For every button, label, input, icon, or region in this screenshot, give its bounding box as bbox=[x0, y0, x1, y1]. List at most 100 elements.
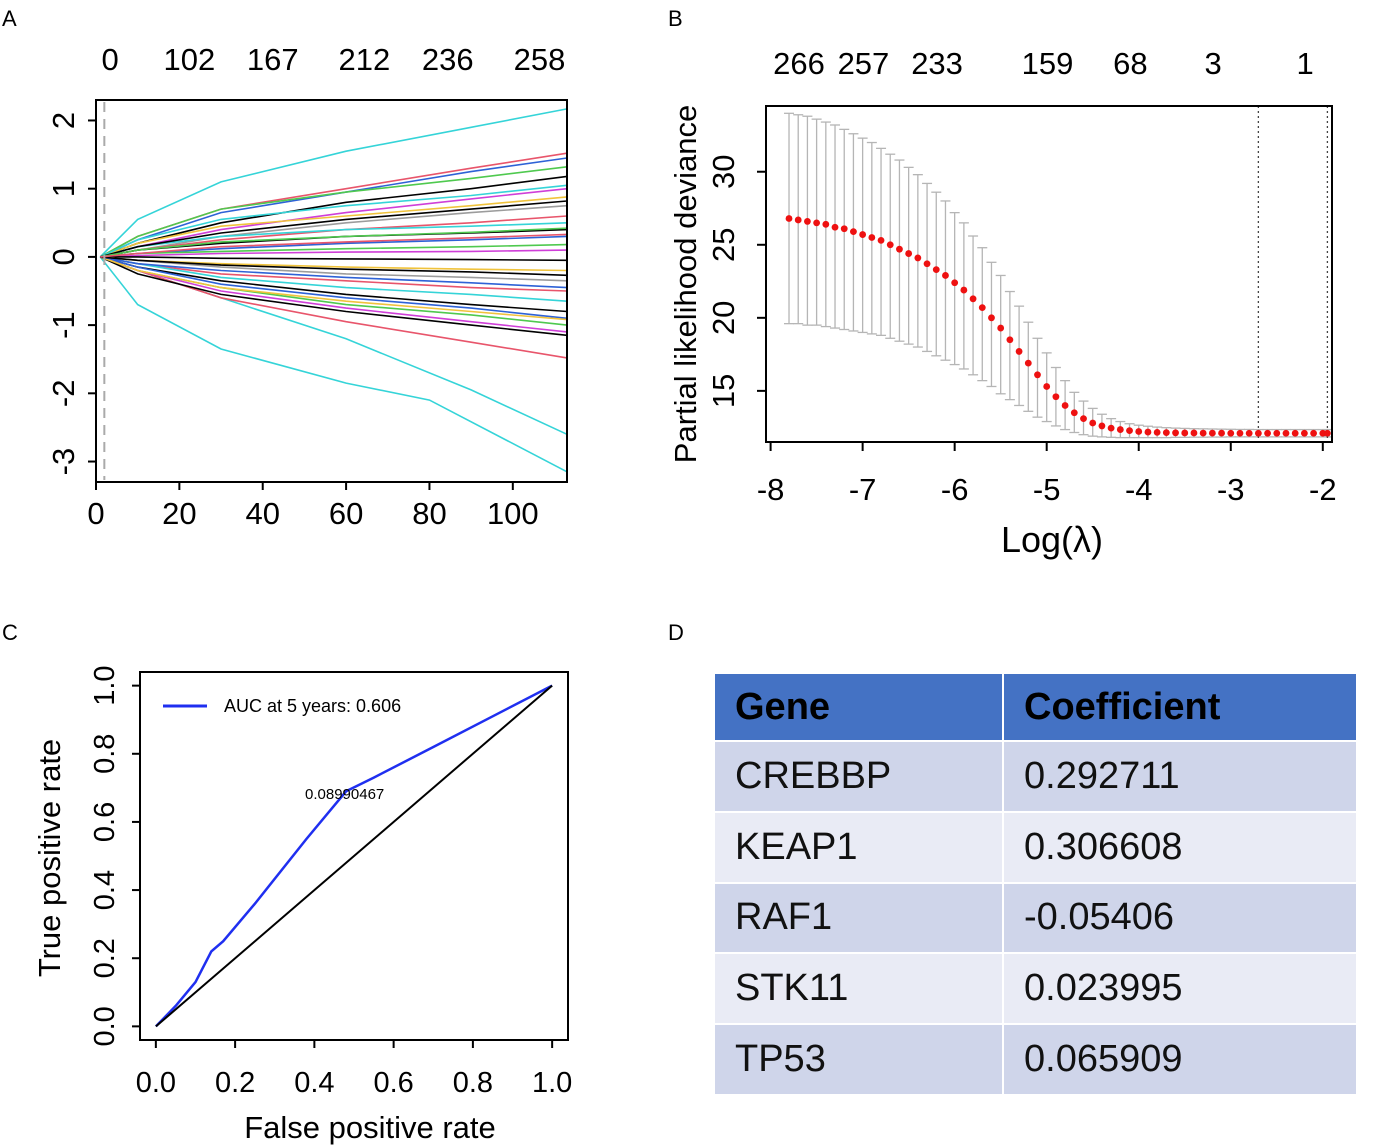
column-header-gene: Gene bbox=[713, 672, 1004, 742]
cutoff-annotation: 0.08990467 bbox=[305, 786, 384, 803]
legend-label: AUC at 5 years: 0.606 bbox=[224, 696, 401, 716]
x-tick-label: -7 bbox=[849, 472, 877, 507]
deviance-point bbox=[794, 216, 802, 224]
deviance-point bbox=[813, 219, 821, 227]
coefficient-path bbox=[99, 196, 568, 258]
y-tick-label: 15 bbox=[706, 374, 741, 408]
deviance-point bbox=[1236, 429, 1244, 437]
plot-b-xlabel: Log(λ) bbox=[1001, 519, 1103, 560]
x-tick-label: 0.6 bbox=[373, 1067, 413, 1099]
table-header-row: Gene Coefficient bbox=[713, 672, 1358, 742]
deviance-point bbox=[942, 272, 949, 279]
x-tick-label: 0.4 bbox=[294, 1067, 334, 1099]
coefficient-path bbox=[99, 256, 568, 321]
panel-label-b: B bbox=[668, 6, 683, 31]
coefficient-path bbox=[99, 256, 568, 473]
table-row: TP53 0.065909 bbox=[713, 1023, 1358, 1096]
table-row: RAF1 -0.05406 bbox=[713, 881, 1358, 955]
deviance-point bbox=[969, 295, 977, 303]
coefficient-cell: 0.292711 bbox=[1002, 740, 1358, 813]
deviance-points bbox=[785, 215, 1331, 437]
x-tick-label: -6 bbox=[941, 472, 969, 507]
error-bars bbox=[784, 112, 1333, 439]
top-count-label: 233 bbox=[911, 46, 963, 81]
deviance-point bbox=[850, 228, 857, 236]
deviance-point bbox=[1043, 383, 1051, 390]
deviance-point bbox=[988, 314, 995, 322]
deviance-point bbox=[877, 237, 885, 244]
coefficient-path bbox=[100, 256, 568, 262]
plot-b-frame bbox=[765, 105, 1333, 443]
deviance-point bbox=[1052, 393, 1060, 401]
deviance-point bbox=[923, 260, 931, 268]
coefficient-path bbox=[100, 249, 568, 258]
deviance-point bbox=[804, 218, 811, 225]
x-tick-label: 0.8 bbox=[453, 1067, 493, 1099]
deviance-point bbox=[896, 245, 903, 253]
deviance-point bbox=[1227, 429, 1235, 437]
top-count-label: 236 bbox=[422, 42, 474, 77]
deviance-point bbox=[1070, 409, 1078, 417]
x-tick-label: -3 bbox=[1217, 472, 1245, 507]
top-count-label: 258 bbox=[514, 42, 566, 77]
deviance-point bbox=[859, 231, 867, 238]
coefficient-cell: 0.023995 bbox=[1002, 952, 1358, 1026]
deviance-point bbox=[1245, 429, 1253, 437]
top-count-label: 167 bbox=[247, 42, 299, 77]
deviance-point bbox=[785, 215, 793, 222]
x-tick-label: 0 bbox=[87, 496, 104, 531]
coefficient-path bbox=[100, 256, 568, 289]
gene-coefficient-table: Gene Coefficient CREBBP 0.292711 KEAP1 0… bbox=[713, 672, 1358, 1096]
reference-diagonal bbox=[155, 684, 553, 1028]
panel-label-a: A bbox=[2, 6, 17, 31]
top-count-label: 102 bbox=[163, 42, 215, 77]
plot-a-frame bbox=[95, 99, 568, 483]
deviance-point bbox=[1190, 429, 1198, 437]
coefficient-path bbox=[100, 256, 568, 277]
plot-b-ylabel: Partial likelihood deviance bbox=[668, 105, 703, 463]
table-row: CREBBP 0.292711 bbox=[713, 740, 1358, 813]
coefficient-path bbox=[99, 108, 568, 258]
table-row: STK11 0.023995 bbox=[713, 952, 1358, 1026]
top-count-label: 3 bbox=[1205, 46, 1222, 81]
deviance-point bbox=[1181, 429, 1189, 437]
deviance-point bbox=[1024, 359, 1032, 367]
deviance-point bbox=[1135, 428, 1143, 435]
deviance-point bbox=[1264, 429, 1271, 437]
deviance-point bbox=[1323, 429, 1331, 437]
y-tick-label: 0 bbox=[46, 248, 81, 265]
coefficient-path bbox=[99, 256, 568, 337]
x-tick-label: 0.2 bbox=[215, 1067, 255, 1099]
x-tick-label: 100 bbox=[487, 496, 539, 531]
x-tick-label: -8 bbox=[757, 472, 785, 507]
top-count-label: 68 bbox=[1113, 46, 1147, 81]
y-tick-label: -3 bbox=[46, 448, 81, 476]
deviance-point bbox=[1098, 422, 1106, 430]
deviance-point bbox=[932, 266, 940, 274]
roc-lines bbox=[155, 684, 553, 1028]
top-count-label: 0 bbox=[102, 42, 119, 77]
deviance-point bbox=[1034, 371, 1041, 379]
cross-validation-plot: -8 -7 -6 -5 -4 -3 -2 30 25 20 15 266 257 233 159 68 3 1 L… bbox=[668, 46, 1337, 560]
deviance-point bbox=[1300, 429, 1308, 437]
deviance-point bbox=[1208, 429, 1216, 437]
plot-c-axes: 0.0 0.2 0.4 0.6 0.8 1.0 0.0 0.2 0.4 0.6 0.8 1.0 bbox=[89, 665, 572, 1099]
coefficient-path bbox=[100, 233, 568, 258]
gene-cell: KEAP1 bbox=[713, 810, 1004, 884]
x-tick-label: -5 bbox=[1033, 472, 1061, 507]
deviance-point bbox=[1172, 429, 1179, 437]
deviance-point bbox=[886, 241, 894, 249]
deviance-point bbox=[1273, 429, 1281, 437]
deviance-point bbox=[1015, 348, 1023, 355]
deviance-point bbox=[1282, 429, 1290, 437]
y-tick-label: 1 bbox=[46, 180, 81, 197]
deviance-point bbox=[1006, 336, 1014, 344]
y-tick-label: 1.0 bbox=[89, 665, 121, 705]
coefficient-path bbox=[100, 227, 568, 258]
y-tick-label: 30 bbox=[706, 154, 741, 188]
deviance-point bbox=[1162, 429, 1170, 437]
top-count-label: 266 bbox=[773, 46, 825, 81]
y-tick-label: 0.2 bbox=[89, 938, 121, 978]
